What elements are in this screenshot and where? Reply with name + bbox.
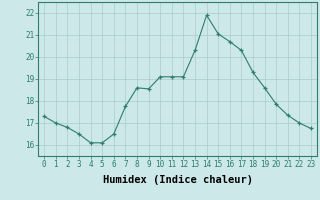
X-axis label: Humidex (Indice chaleur): Humidex (Indice chaleur): [103, 175, 252, 185]
